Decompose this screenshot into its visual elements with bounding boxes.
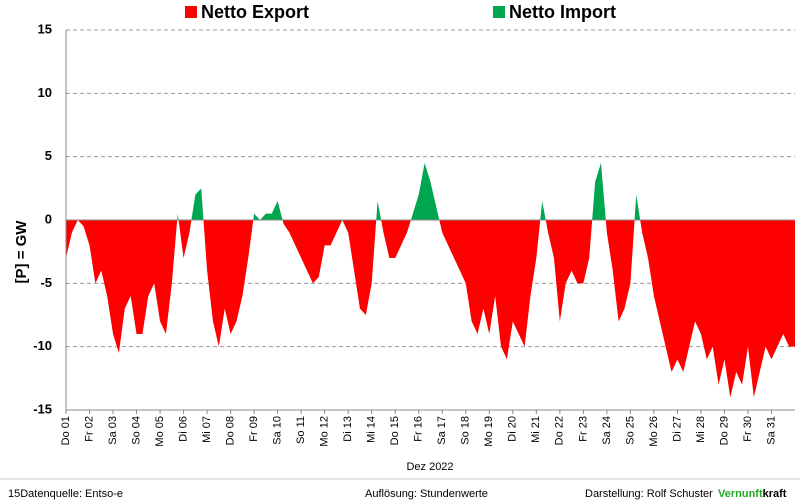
y-tick-label: 15 <box>38 21 52 36</box>
y-tick-label: 5 <box>45 148 52 163</box>
x-tick-label: Mo 05 <box>154 416 166 447</box>
x-tick-label: Do 01 <box>60 416 72 445</box>
x-tick-label: Di 06 <box>177 416 189 442</box>
x-tick-label: Di 20 <box>507 416 519 442</box>
x-tick-label: Fr 23 <box>577 416 589 442</box>
x-tick-label: Sa 31 <box>765 416 777 445</box>
y-tick-label: -5 <box>40 275 52 290</box>
x-tick-label: Di 13 <box>342 416 354 442</box>
x-tick-label: Mi 07 <box>201 416 213 443</box>
x-tick-label: Di 27 <box>671 416 683 442</box>
y-tick-label: 0 <box>45 211 52 226</box>
x-tick-label: Sa 24 <box>601 416 613 445</box>
x-tick-label: Do 22 <box>554 416 566 445</box>
y-axis-label: [P] = GW <box>13 220 30 284</box>
x-tick-label: So 11 <box>295 416 307 444</box>
x-tick-label: Mo 26 <box>648 416 660 447</box>
x-tick-label: So 04 <box>130 416 142 445</box>
x-tick-label: Mi 21 <box>530 416 542 443</box>
legend-label: Netto Import <box>509 2 616 22</box>
footer-resolution: Auflösung: Stundenwerte <box>365 488 488 500</box>
y-tick-label: 10 <box>38 85 52 100</box>
x-tick-label: Fr 09 <box>248 416 260 442</box>
import-area <box>66 163 795 220</box>
x-tick-label: Do 08 <box>225 416 237 445</box>
footer-source: 15Datenquelle: Entso-e <box>8 488 123 500</box>
footer-brand: Vernunftkraft <box>718 488 787 500</box>
x-tick-label: Fr 02 <box>83 416 95 442</box>
legend-label: Netto Export <box>201 2 309 22</box>
x-tick-label: Fr 16 <box>413 416 425 442</box>
x-tick-label: Mo 19 <box>483 416 495 447</box>
x-tick-label: Do 29 <box>718 416 730 445</box>
x-tick-label: Do 15 <box>389 416 401 445</box>
x-tick-label: Fr 30 <box>742 416 754 442</box>
x-tick-label: Mi 14 <box>366 416 378 443</box>
x-axis-label: Dez 2022 <box>406 461 453 473</box>
x-tick-label: Sa 03 <box>107 416 119 445</box>
x-tick-label: So 18 <box>460 416 472 445</box>
y-tick-label: -10 <box>33 338 52 353</box>
x-tick-label: Sa 10 <box>272 416 284 445</box>
legend-swatch <box>493 6 505 18</box>
y-tick-label: -15 <box>33 401 52 416</box>
export-area <box>66 220 795 398</box>
x-tick-label: So 25 <box>624 416 636 445</box>
x-tick-label: Mo 12 <box>319 416 331 447</box>
brand-part: Vernunft <box>718 488 763 500</box>
x-tick-label: Sa 17 <box>436 416 448 445</box>
x-tick-label: Mi 28 <box>695 416 707 443</box>
brand-part: kraft <box>763 488 787 500</box>
footer-author: Darstellung: Rolf Schuster <box>585 488 713 500</box>
legend-swatch <box>185 6 197 18</box>
